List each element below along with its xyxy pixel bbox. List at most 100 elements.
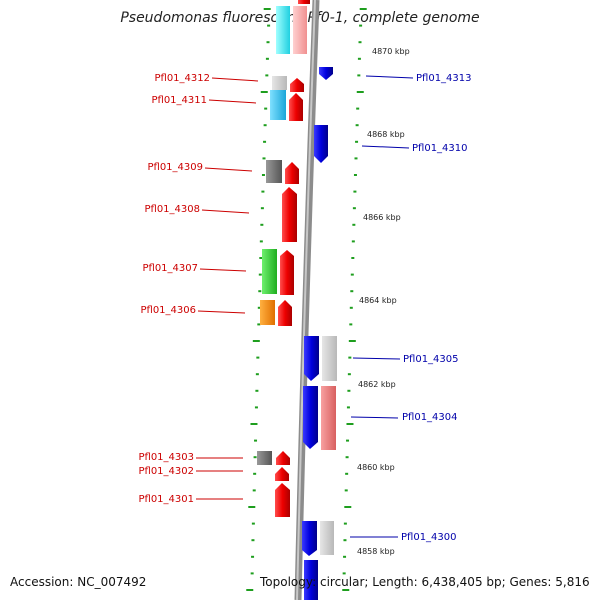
- gene-label-pfl01-4304[interactable]: Pfl01_4304: [402, 412, 458, 423]
- gene-feature-pfl01-4304-pink[interactable]: [321, 386, 336, 450]
- gene-label-pfl01-4308[interactable]: Pfl01_4308: [144, 204, 200, 215]
- gene-label-pfl01-4300[interactable]: Pfl01_4300: [401, 532, 457, 543]
- scale-tick: [266, 41, 270, 44]
- gene-arrow-pfl01-4307[interactable]: [280, 250, 294, 295]
- scale-tick: [342, 572, 346, 575]
- scale-tick: [346, 406, 350, 409]
- right-gene-labels: Pfl01_4313 Pfl01_4310 Pfl01_4305 Pfl01_4…: [350, 73, 472, 543]
- gene-label-pfl01-4305[interactable]: Pfl01_4305: [403, 354, 459, 365]
- gene-label-pfl01-4309[interactable]: Pfl01_4309: [147, 162, 203, 173]
- scale-tick: [347, 389, 351, 392]
- scale-tick: [252, 340, 260, 342]
- topology-text: Topology: circular; Length: 6,438,405 bp…: [260, 575, 590, 589]
- gene-arrow-pfl01-4312[interactable]: [290, 78, 304, 92]
- kbp-label-4868: 4868 kbp: [367, 130, 405, 139]
- leader-line-pfl01-4310: [361, 145, 410, 149]
- scale-tick: [357, 57, 361, 60]
- scale-tick: [262, 157, 266, 160]
- kbp-label-4862: 4862 kbp: [358, 380, 396, 389]
- left-gene-labels: Pfl01_4312 Pfl01_4311 Pfl01_4309 Pfl01_4…: [138, 73, 259, 505]
- gene-arrow-pfl01-4305[interactable]: [304, 336, 319, 381]
- gene-arrow-pfl01-4308[interactable]: [282, 187, 297, 242]
- scale-tick: [259, 240, 263, 243]
- scale-tick: [348, 340, 356, 342]
- gene-feature-partial-red[interactable]: [298, 0, 310, 4]
- scale-tick: [349, 306, 353, 309]
- kbp-label-4860: 4860 kbp: [357, 463, 395, 472]
- scale-tick: [253, 472, 257, 475]
- gene-label-pfl01-4306[interactable]: Pfl01_4306: [140, 305, 196, 316]
- gene-feature-pfl01-4311-cyan[interactable]: [270, 90, 286, 120]
- scale-tick: [257, 306, 261, 309]
- gene-arrow-pfl01-4300[interactable]: [302, 521, 317, 556]
- leader-line-pfl01-4308: [201, 209, 250, 214]
- scale-tick: [250, 572, 254, 575]
- gene-feature-partial-cyan[interactable]: [276, 6, 290, 54]
- gene-feature-partial-pink[interactable]: [293, 6, 307, 54]
- gene-arrow-pfl01-4310[interactable]: [314, 125, 328, 163]
- gene-arrow-pfl01-4313[interactable]: [319, 67, 333, 80]
- gene-label-pfl01-4310[interactable]: Pfl01_4310: [412, 143, 468, 154]
- scale-tick: [342, 589, 350, 591]
- scale-tick: [343, 522, 347, 525]
- scale-tick: [346, 423, 354, 425]
- leader-line-pfl01-4304: [350, 416, 399, 419]
- gene-label-pfl01-4313[interactable]: Pfl01_4313: [416, 73, 472, 84]
- scale-tick: [263, 140, 267, 143]
- gene-arrow-pfl01-4301[interactable]: [275, 483, 290, 517]
- gene-feature-partial-blue-bottom[interactable]: [304, 560, 318, 600]
- gene-arrow-pfl01-4309[interactable]: [285, 162, 299, 184]
- leader-line-pfl01-4305: [352, 357, 401, 360]
- scale-tick: [263, 124, 267, 127]
- gene-label-pfl01-4307[interactable]: Pfl01_4307: [142, 263, 198, 274]
- scale-tick: [354, 157, 358, 160]
- scale-tick: [257, 323, 261, 326]
- scale-tick: [265, 74, 269, 77]
- gene-feature-pfl01-4305-grey[interactable]: [322, 336, 337, 381]
- scale-tick: [251, 555, 255, 558]
- scale-tick: [246, 589, 254, 591]
- gene-arrow-pfl01-4303[interactable]: [276, 451, 290, 465]
- gene-label-pfl01-4312[interactable]: Pfl01_4312: [154, 73, 210, 84]
- scale-tick: [358, 41, 362, 44]
- kbp-label-4870: 4870 kbp: [372, 47, 410, 56]
- scale-tick: [359, 8, 367, 10]
- scale-tick: [250, 423, 258, 425]
- gene-label-pfl01-4303[interactable]: Pfl01_4303: [138, 452, 194, 463]
- scale-tick: [359, 24, 363, 27]
- scale-tick: [349, 323, 353, 326]
- leader-line-pfl01-4312: [211, 77, 259, 82]
- scale-tick: [260, 207, 264, 210]
- scale-tick: [343, 555, 347, 558]
- scale-ticks: [246, 8, 367, 591]
- gene-feature-pfl01-4309-grey[interactable]: [266, 160, 282, 183]
- gene-feature-pfl01-4307-green[interactable]: [262, 249, 277, 294]
- gene-feature-pfl01-4303-grey[interactable]: [257, 451, 272, 465]
- gene-label-pfl01-4311[interactable]: Pfl01_4311: [151, 95, 207, 106]
- gene-label-pfl01-4301[interactable]: Pfl01_4301: [138, 494, 194, 505]
- gene-feature-pfl01-4306-orange[interactable]: [260, 300, 275, 325]
- scale-tick: [260, 223, 264, 226]
- gene-arrow-pfl01-4302[interactable]: [275, 467, 289, 481]
- scale-tick: [343, 539, 347, 542]
- scale-tick: [350, 273, 354, 276]
- scale-tick: [345, 472, 349, 475]
- scale-tick: [258, 273, 262, 276]
- gene-label-pfl01-4302[interactable]: Pfl01_4302: [138, 466, 194, 477]
- gene-feature-pfl01-4312-grey[interactable]: [272, 76, 287, 90]
- gene-arrow-pfl01-4311[interactable]: [289, 93, 303, 121]
- gene-arrow-pfl01-4306[interactable]: [278, 300, 292, 326]
- scale-tick: [356, 91, 364, 93]
- genome-backbone: [294, 0, 320, 600]
- kbp-label-4864: 4864 kbp: [359, 296, 397, 305]
- scale-tick: [351, 257, 355, 259]
- gene-arrow-pfl01-4304[interactable]: [303, 386, 318, 449]
- scale-tick: [254, 406, 258, 409]
- gene-feature-pfl01-4300-grey[interactable]: [320, 521, 334, 555]
- scale-tick: [258, 290, 262, 293]
- scale-tick: [261, 174, 265, 176]
- leader-line-pfl01-4313: [365, 75, 414, 79]
- scale-tick: [255, 373, 259, 376]
- scale-tick: [352, 207, 356, 210]
